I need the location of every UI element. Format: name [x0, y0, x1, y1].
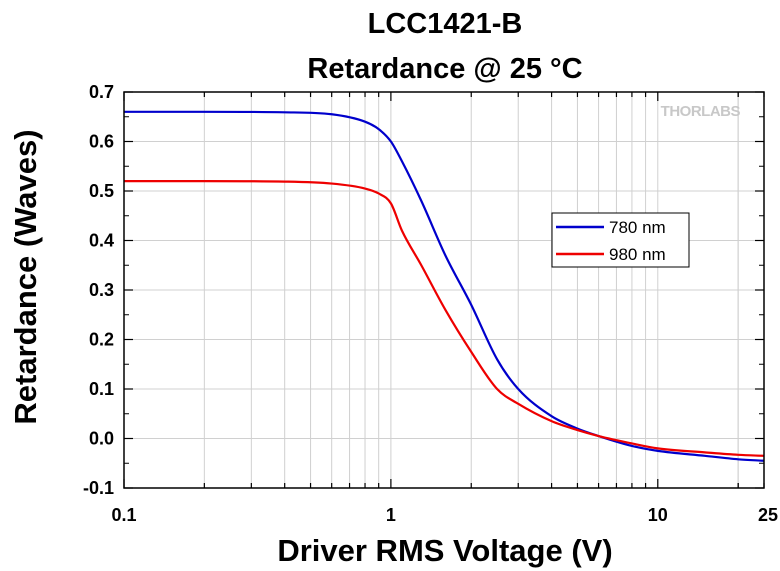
x-axis-label: Driver RMS Voltage (V): [277, 533, 612, 568]
y-tick-label: 0.1: [89, 379, 114, 399]
x-tick-label: 1: [386, 505, 396, 525]
legend-label-980nm: 980 nm: [609, 245, 666, 264]
series-lines: [123, 110, 765, 462]
y-tick-label: 0.0: [89, 429, 114, 449]
y-tick-label: 0.6: [89, 132, 114, 152]
legend: 780 nm 980 nm: [551, 212, 690, 268]
y-tick-labels: -0.1 0.0 0.1 0.2 0.3 0.4 0.5 0.6 0.7: [83, 82, 114, 498]
grid: [124, 92, 764, 488]
chart-title-line-1: LCC1421-B: [368, 8, 523, 40]
thorlabs-watermark: THORLABS: [661, 103, 741, 120]
y-axis-label: Retardance (Waves): [8, 129, 43, 424]
ticks: [123, 91, 765, 489]
y-tick-label: 0.3: [89, 280, 114, 300]
legend-box: [551, 212, 690, 268]
y-tick-label: -0.1: [83, 478, 114, 498]
y-tick-label: 0.5: [89, 181, 114, 201]
y-tick-label: 0.2: [89, 330, 114, 350]
x-tick-label: 25: [758, 505, 778, 525]
y-tick-label: 0.4: [89, 231, 114, 251]
series-line-980nm: [123, 179, 765, 457]
y-tick-label: 0.7: [89, 82, 114, 102]
x-tick-label: 10: [648, 505, 668, 525]
series-line-780nm: [124, 110, 765, 462]
legend-label-780nm: 780 nm: [609, 218, 666, 237]
chart-title-line-2: Retardance @ 25 °C: [307, 53, 582, 85]
x-tick-labels: 0.1 1 10 25: [111, 505, 778, 525]
x-tick-label: 0.1: [111, 505, 136, 525]
